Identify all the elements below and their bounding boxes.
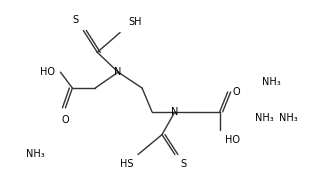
Text: O: O xyxy=(233,87,240,97)
Text: NH₃: NH₃ xyxy=(280,113,298,123)
Text: HS: HS xyxy=(119,159,133,169)
Text: N: N xyxy=(115,67,122,77)
Text: NH₃: NH₃ xyxy=(26,150,44,159)
Text: S: S xyxy=(72,15,78,25)
Text: NH₃: NH₃ xyxy=(261,77,280,87)
Text: NH₃: NH₃ xyxy=(255,113,273,123)
Text: SH: SH xyxy=(128,17,142,27)
Text: S: S xyxy=(180,159,186,169)
Text: O: O xyxy=(61,115,69,125)
Text: HO: HO xyxy=(41,67,56,77)
Text: N: N xyxy=(171,107,178,117)
Text: HO: HO xyxy=(225,135,240,145)
